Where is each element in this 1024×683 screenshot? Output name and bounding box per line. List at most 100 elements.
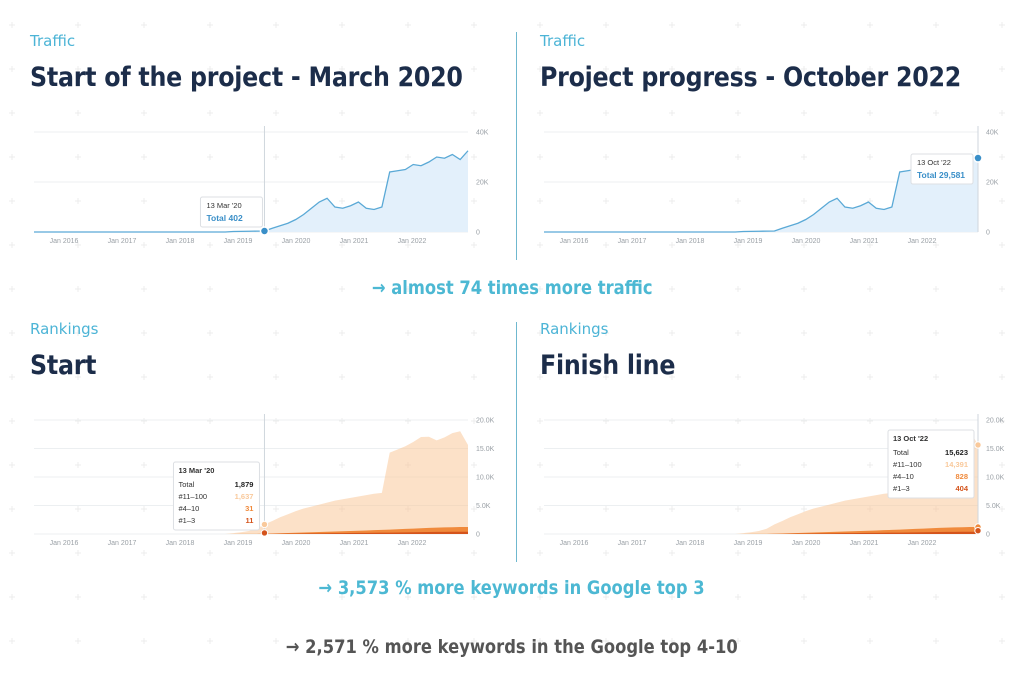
tooltip-row-value: 15,623 (945, 448, 968, 457)
background-cross-mark (339, 198, 345, 204)
background-cross-mark (207, 286, 213, 292)
background-cross-mark (999, 462, 1005, 468)
background-cross-mark (75, 198, 81, 204)
series-area-1-3 (34, 531, 468, 534)
background-cross-mark (141, 418, 147, 424)
background-cross-mark (339, 22, 345, 28)
tooltip-total: Total 402 (206, 213, 242, 223)
background-cross-mark (273, 242, 279, 248)
background-cross-mark (537, 154, 543, 160)
x-tick-label: Jan 2020 (792, 540, 821, 547)
background-cross-mark (75, 154, 81, 160)
background-cross-mark (471, 594, 477, 600)
background-cross-mark (669, 198, 675, 204)
background-cross-mark (999, 66, 1005, 72)
background-cross-mark (405, 286, 411, 292)
background-cross-mark (537, 462, 543, 468)
background-cross-mark (207, 242, 213, 248)
tooltip-row-label: #1–3 (893, 484, 910, 493)
background-cross-mark (339, 594, 345, 600)
background-cross-mark (207, 330, 213, 336)
y-tick-label: 5.0K (476, 503, 491, 510)
background-cross-mark (933, 110, 939, 116)
background-cross-mark (933, 286, 939, 292)
background-cross-mark (603, 286, 609, 292)
tooltip-row-label: Total (178, 480, 194, 489)
traffic-progress-chart: 40K 20K 0 Jan 2016 Jan 2017 Jan 2018 Jan 2019 J… (544, 126, 999, 245)
x-tick-label: Jan 2016 (50, 238, 79, 245)
x-tick-label: Jan 2021 (340, 238, 369, 245)
background-cross-mark (537, 66, 543, 72)
background-cross-mark (471, 462, 477, 468)
background-cross-mark (867, 418, 873, 424)
background-cross-mark (537, 110, 543, 116)
background-cross-mark (339, 242, 345, 248)
background-cross-mark (537, 374, 543, 380)
background-cross-mark (207, 374, 213, 380)
background-cross-mark (75, 418, 81, 424)
y-tick-label: 15.0K (986, 446, 1005, 453)
y-tick-label: 0 (476, 532, 480, 539)
tooltip: 13 Oct '22 Total 15,623 #11–100 14,391 #4–10 8… (887, 429, 975, 499)
background-cross-mark (669, 66, 675, 72)
background-cross-mark (801, 594, 807, 600)
y-tick-label: 0 (986, 532, 990, 539)
background-cross-mark (801, 374, 807, 380)
tooltip-row-label: #4–10 (178, 504, 199, 513)
tooltip-date: 13 Mar '20 (206, 201, 241, 210)
background-cross-mark (801, 638, 807, 644)
tooltip-row-value: 404 (955, 484, 968, 493)
traffic-start-label: Traffic (30, 32, 76, 50)
tooltip-row-label: #11–100 (178, 492, 207, 501)
tooltip-row-label: Total (893, 448, 909, 457)
tooltip-date: 13 Mar '20 (178, 466, 214, 475)
tooltip: 13 Mar '20 Total 402 (199, 196, 263, 228)
tooltip-box (910, 153, 974, 185)
tooltip-row-label: #11–100 (893, 460, 922, 469)
background-cross-mark (9, 22, 15, 28)
background-cross-mark (933, 374, 939, 380)
tooltip-row-value: 11 (246, 516, 254, 525)
background-cross-mark (735, 242, 741, 248)
background-cross-mark (933, 418, 939, 424)
background-cross-mark (75, 330, 81, 336)
background-cross-mark (273, 418, 279, 424)
background-cross-mark (669, 154, 675, 160)
y-tick-label: 40K (986, 130, 999, 137)
background-cross-mark (75, 242, 81, 248)
background-cross-mark (537, 198, 543, 204)
background-cross-mark (999, 638, 1005, 644)
rankings-finish-chart: 20.0K 15.0K 10.0K 5.0K 0 Jan 2016 Jan 2017 Jan … (544, 414, 1005, 547)
y-tick-label: 20.0K (986, 418, 1005, 425)
background-cross-mark (603, 66, 609, 72)
background-cross-mark (603, 462, 609, 468)
tooltip-date: 13 Oct '22 (917, 158, 951, 167)
background-cross-mark (603, 22, 609, 28)
background-cross-mark (867, 242, 873, 248)
background-cross-mark (801, 462, 807, 468)
background-cross-mark (537, 242, 543, 248)
x-tick-label: Jan 2017 (618, 238, 647, 245)
background-cross-mark (537, 330, 543, 336)
background-cross-mark (141, 506, 147, 512)
background-cross-mark (801, 154, 807, 160)
background-cross-mark (9, 198, 15, 204)
background-cross-mark (735, 462, 741, 468)
background-cross-mark (273, 66, 279, 72)
traffic-area (544, 154, 978, 232)
background-cross-mark (339, 330, 345, 336)
background-cross-mark (405, 330, 411, 336)
background-cross-mark (141, 242, 147, 248)
background-cross-mark (273, 638, 279, 644)
background-cross-mark (9, 418, 15, 424)
background-cross-mark (9, 330, 15, 336)
background-cross-mark (669, 550, 675, 556)
background-cross-mark (75, 22, 81, 28)
background-cross-mark (471, 198, 477, 204)
background-cross-mark (603, 330, 609, 336)
data-point-marker (260, 520, 269, 529)
series-area-4-10 (544, 526, 978, 534)
background-cross-mark (669, 506, 675, 512)
background-cross-mark (669, 418, 675, 424)
background-cross-mark (273, 374, 279, 380)
